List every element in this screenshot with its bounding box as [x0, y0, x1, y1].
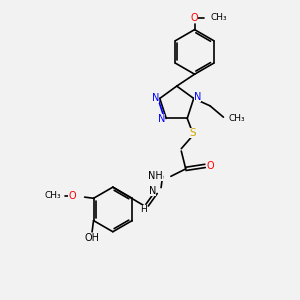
Text: H: H: [140, 205, 147, 214]
Text: CH₃: CH₃: [211, 13, 228, 22]
Text: N: N: [148, 186, 156, 196]
Text: O: O: [191, 13, 198, 23]
Text: CH₃: CH₃: [44, 191, 61, 200]
Text: N: N: [194, 92, 201, 102]
Text: O: O: [207, 161, 214, 171]
Text: O: O: [68, 191, 76, 201]
Text: N: N: [152, 93, 159, 103]
Text: S: S: [189, 128, 196, 138]
Text: OH: OH: [85, 233, 100, 243]
Text: NH: NH: [148, 171, 163, 181]
Text: N: N: [158, 114, 166, 124]
Text: CH₃: CH₃: [229, 114, 245, 123]
